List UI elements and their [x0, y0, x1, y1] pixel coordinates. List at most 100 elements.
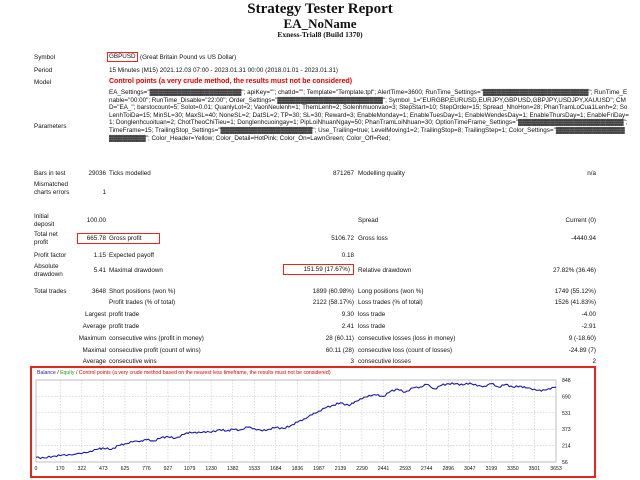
x-tick-label: 2593 — [399, 466, 411, 472]
maxl-losses-label: consecutive loss (count of losses) — [358, 347, 453, 354]
maxdd-highlight: 151.59 (17.67%) — [283, 264, 354, 275]
average-loss-value: -2.91 — [581, 323, 596, 330]
reldd-value: 27.82% (36.46) — [552, 267, 596, 274]
x-tick-label: 1079 — [184, 466, 196, 472]
average-loss-label: loss trade — [358, 323, 386, 330]
x-tick-label: 1987 — [313, 466, 325, 472]
parameters-label: Parameters — [34, 123, 67, 130]
max-losses-label: consecutive losses (loss in money) — [358, 335, 456, 342]
mismatched-label: Mismatched charts errors — [34, 181, 70, 196]
x-tick-label: 3047 — [464, 466, 476, 472]
y-tick-label: 56 — [562, 460, 568, 466]
profit-trades-label: Profit trades (% of total) — [109, 299, 176, 306]
max-wins-label: consecutive wins (profit in money) — [109, 335, 204, 342]
grossprofit-value: 5106.72 — [331, 235, 354, 242]
average-profit-value: 2.41 — [341, 323, 354, 330]
x-tick-label: 1533 — [248, 466, 260, 472]
chart-title-equity: Equity — [60, 370, 75, 376]
maxl-losses-value: -24.89 (7) — [568, 347, 596, 354]
maxdd-value: 151.59 (17.67%) — [303, 266, 350, 273]
spread-label: Spread — [358, 217, 379, 224]
ticks-value: 871267 — [332, 170, 354, 177]
maximum-label: Maximum — [78, 335, 106, 342]
x-tick-label: 2744 — [421, 466, 433, 472]
symbol-label: Symbol — [34, 54, 55, 61]
x-tick-label: 927 — [164, 466, 173, 472]
x-tick-label: 170 — [56, 466, 65, 472]
deposit-value: 100.00 — [86, 217, 106, 224]
largest-profit-label: profit trade — [109, 311, 140, 318]
short-value: 1899 (60.98%) — [312, 288, 354, 295]
largest-profit-value: 9.30 — [341, 311, 354, 318]
avg-wins-label: consecutive wins — [109, 358, 157, 365]
deposit-label: Initial deposit — [34, 213, 55, 228]
mismatched-value: 1 — [102, 189, 106, 196]
pf-label: Profit factor — [34, 252, 67, 259]
maxl-wins-value: 60.11 (28) — [325, 347, 354, 354]
trades-value: 3648 — [91, 288, 106, 295]
symbol-code: GBPUSD — [107, 52, 138, 62]
x-tick-label: 322 — [78, 466, 87, 472]
report-header: Strategy Tester Report EA_NoName Exness-… — [0, 0, 640, 40]
period-label: Period — [34, 67, 53, 74]
x-tick-label: 2896 — [442, 466, 454, 472]
chart-title-note: / Control points (a very crude method ba… — [74, 370, 331, 376]
loss-trades-label: Loss trades (% of total) — [358, 299, 423, 306]
largest-loss-value: -4.00 — [581, 311, 596, 318]
absdd-value: 5.41 — [93, 267, 106, 274]
long-label: Long positions (won %) — [358, 288, 424, 295]
report-title: Strategy Tester Report — [247, 1, 393, 17]
x-tick-label: 2441 — [378, 466, 390, 472]
y-tick-label: 531 — [562, 411, 571, 417]
chart-plot: 848 690 531 373 214 56 0 170 322 473 625 776 927 1079… — [35, 378, 571, 472]
x-tick-label: 2139 — [335, 466, 347, 472]
maxdd-label: Maximal drawdown — [109, 267, 163, 274]
largest-loss-label: loss trade — [358, 311, 386, 318]
netprofit-label: Total net profit — [34, 231, 58, 246]
bars-value: 29036 — [88, 170, 106, 177]
x-tick-label: 0 — [35, 466, 38, 472]
x-tick-label: 625 — [121, 466, 130, 472]
avg-losses-label: consecutive losses — [358, 358, 411, 365]
ep-value: 0.18 — [341, 252, 354, 259]
avg-cons-label: Average — [82, 358, 106, 365]
profit-trades-value: 2122 (58.17%) — [312, 299, 354, 306]
ea-name: EA_NoName — [283, 16, 357, 31]
x-tick-label: 3199 — [486, 466, 498, 472]
absdd-label: Absolute drawdown — [34, 263, 63, 278]
parameters-value: EA_Settings="▓▓▓▓▓▓▓▓▓▓▓▓▓▓▓▓▓▓▓▓"; apiK… — [109, 89, 629, 142]
y-tick-label: 690 — [562, 394, 571, 400]
x-tick-label: 3501 — [529, 466, 541, 472]
model-label: Model — [34, 79, 52, 86]
ticks-label: Ticks modelled — [109, 170, 151, 177]
loss-trades-value: 1526 (41.83%) — [554, 299, 596, 306]
maximal-label: Maximal — [82, 347, 106, 354]
ep-label: Expected payoff — [109, 252, 155, 259]
max-losses-value: 9 (-18.60) — [568, 335, 596, 342]
long-value: 1749 (55.12%) — [554, 288, 596, 295]
average-label: Average — [82, 323, 106, 330]
x-tick-label: 1836 — [292, 466, 304, 472]
grossprofit-label: Gross profit — [109, 235, 142, 242]
period-value: 15 Minutes (M15) 2021.12.03 07:00 - 2023… — [109, 67, 338, 74]
x-tick-label: 3350 — [507, 466, 519, 472]
plot-area — [35, 379, 557, 463]
chart-title: Balance / Equity / Control points (a ver… — [37, 370, 331, 376]
largest-label: Largest — [84, 311, 106, 318]
max-wins-value: 28 (60.11) — [325, 335, 354, 342]
grossloss-value: -4440.94 — [571, 235, 596, 242]
chart-title-sep: / — [55, 370, 61, 376]
y-tick-label: 214 — [562, 444, 571, 450]
chart-title-balance: Balance — [37, 370, 56, 376]
quality-value: n/a — [587, 170, 596, 177]
balance-chart: Balance / Equity / Control points (a ver… — [30, 366, 596, 478]
y-tick-label: 373 — [562, 427, 571, 433]
series-line-balance — [35, 382, 557, 460]
account-name: Exness-Trial8 (Build 1370) — [277, 30, 363, 39]
x-tick-label: 473 — [99, 466, 108, 472]
netprofit-value: 665.78 — [86, 235, 106, 242]
x-tick-label: 3653 — [550, 466, 562, 472]
x-tick-label: 2290 — [356, 466, 368, 472]
x-tick-label: 776 — [142, 466, 151, 472]
x-tick-label: 1684 — [270, 466, 282, 472]
